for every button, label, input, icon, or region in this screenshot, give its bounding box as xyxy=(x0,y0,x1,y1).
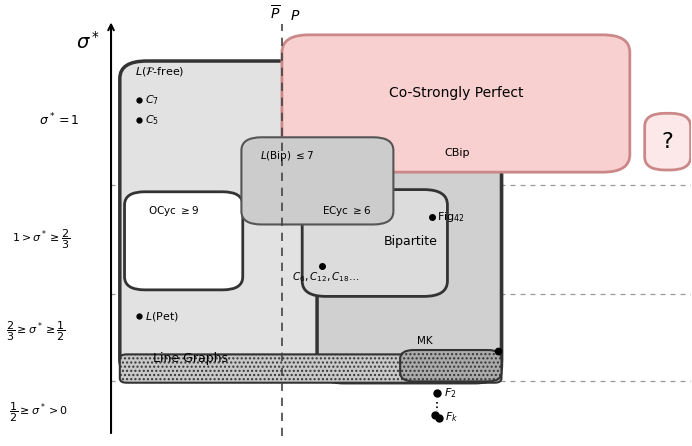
FancyBboxPatch shape xyxy=(400,350,502,381)
Text: $C_6, C_{12}, C_{18}\ldots$: $C_6, C_{12}, C_{18}\ldots$ xyxy=(292,270,360,284)
Text: $C_7$: $C_7$ xyxy=(145,93,159,107)
Text: $P$: $P$ xyxy=(290,8,300,23)
Text: Fig$_{42}$: Fig$_{42}$ xyxy=(437,210,465,223)
FancyBboxPatch shape xyxy=(120,61,502,377)
Text: Bipartite: Bipartite xyxy=(383,235,437,248)
FancyBboxPatch shape xyxy=(242,137,393,224)
Text: $\overline{P}$: $\overline{P}$ xyxy=(270,4,280,23)
Text: CBip: CBip xyxy=(444,149,470,158)
Text: Co-Strongly Perfect: Co-Strongly Perfect xyxy=(389,86,523,99)
Text: $L$(Pet): $L$(Pet) xyxy=(145,310,179,322)
FancyBboxPatch shape xyxy=(317,58,502,383)
Text: $\dfrac{1}{2} \geq \sigma^* > 0$: $\dfrac{1}{2} \geq \sigma^* > 0$ xyxy=(9,400,69,424)
Text: $L$(Bip) $\leq 7$: $L$(Bip) $\leq 7$ xyxy=(260,149,314,163)
Text: $1 > \sigma^* \geq \dfrac{2}{3}$: $1 > \sigma^* \geq \dfrac{2}{3}$ xyxy=(12,228,70,252)
FancyBboxPatch shape xyxy=(282,35,630,172)
Text: Line Graphs: Line Graphs xyxy=(153,352,228,365)
Text: $\dfrac{2}{3} \geq \sigma^* \geq \dfrac{1}{2}$: $\dfrac{2}{3} \geq \sigma^* \geq \dfrac{… xyxy=(6,319,65,343)
Text: ?: ? xyxy=(662,132,673,152)
Text: $\sigma^* = 1$: $\sigma^* = 1$ xyxy=(39,112,80,128)
Text: $F_k$: $F_k$ xyxy=(446,411,459,425)
Text: $C_5$: $C_5$ xyxy=(145,113,159,127)
Text: $F_2$: $F_2$ xyxy=(444,386,457,400)
FancyBboxPatch shape xyxy=(120,355,502,383)
FancyBboxPatch shape xyxy=(125,192,243,290)
Text: ECyc $\geq 6$: ECyc $\geq 6$ xyxy=(322,204,372,219)
Text: MK: MK xyxy=(417,336,432,346)
Text: $\sigma^*$: $\sigma^*$ xyxy=(76,30,100,52)
Text: OCyc $\geq 9$: OCyc $\geq 9$ xyxy=(148,204,199,219)
FancyBboxPatch shape xyxy=(302,190,448,297)
FancyBboxPatch shape xyxy=(645,113,691,170)
Text: $L(\mathcal{F}$-free): $L(\mathcal{F}$-free) xyxy=(136,66,185,78)
